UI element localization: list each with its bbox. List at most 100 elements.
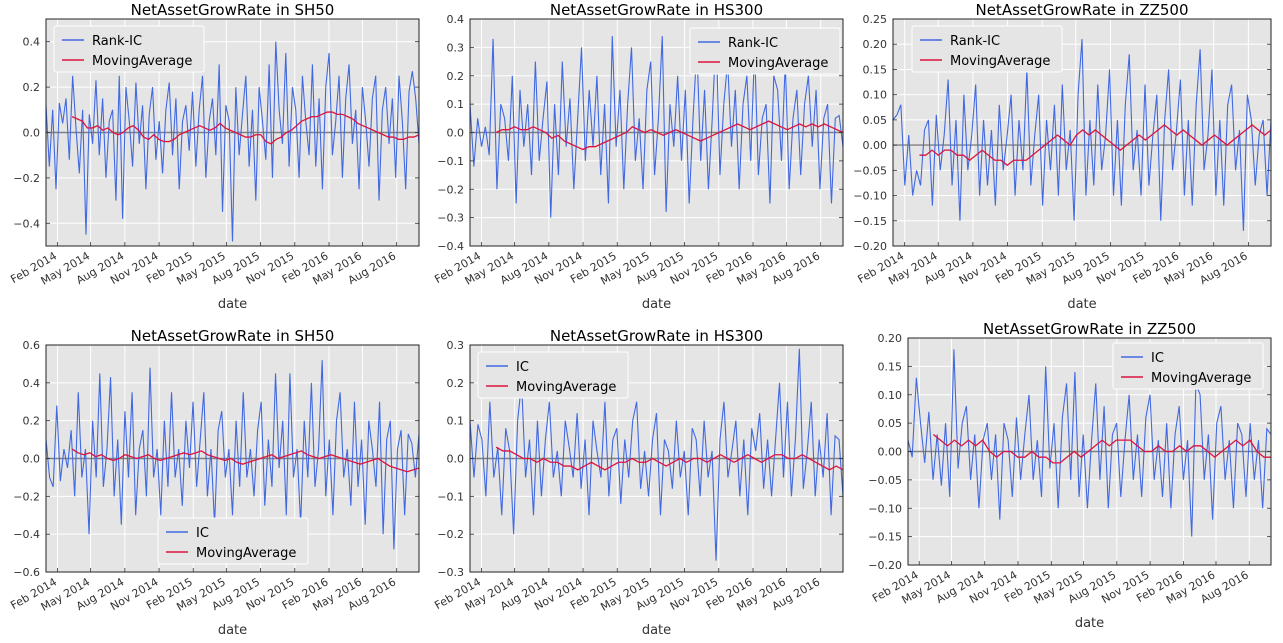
series-line-rank-ic	[469, 33, 844, 218]
y-tick-label: 0.4	[23, 377, 41, 390]
y-tick-label: 0.20	[878, 332, 903, 345]
y-tick-label: −0.3	[437, 212, 464, 225]
chart-title: NetAssetGrowRate in ZZ500	[983, 320, 1196, 338]
legend-label: MovingAverage	[950, 54, 1050, 69]
chart-title: NetAssetGrowRate in SH50	[131, 1, 335, 19]
y-tick-label: −0.2	[437, 183, 464, 196]
y-tick-label: 0.10	[863, 89, 888, 102]
legend: Rank-IC MovingAverage	[911, 25, 1063, 73]
y-tick-label: 0.00	[863, 139, 888, 152]
legend-label: Rank-IC	[92, 34, 142, 49]
y-tick-label: 0.1	[447, 98, 465, 111]
x-axis-label: date	[218, 297, 247, 312]
legend: IC MovingAverage	[477, 351, 629, 399]
legend-label: Rank-IC	[950, 34, 1000, 49]
legend-label: MovingAverage	[92, 54, 192, 69]
y-tick-label: 0.6	[23, 339, 41, 352]
chart-title: NetAssetGrowRate in HS300	[550, 327, 763, 345]
series-line-moving-average	[933, 433, 1271, 464]
y-tick-label: −0.20	[868, 559, 902, 572]
y-tick-label: −0.2	[13, 490, 40, 503]
y-tick-label: 0.4	[23, 36, 41, 49]
y-tick-label: 0.4	[447, 13, 465, 26]
series-line-moving-average	[71, 448, 420, 473]
subplot-3: −0.20 −0.15 −0.10 −0.05 0.00 0.05 0.10 0.15 0.20…	[853, 1, 1272, 312]
y-tick-label: −0.2	[13, 172, 40, 185]
y-tick-label: −0.05	[868, 474, 902, 487]
chart-title: NetAssetGrowRate in SH50	[131, 327, 335, 345]
legend-label: MovingAverage	[196, 546, 296, 561]
x-axis-label: date	[642, 623, 671, 638]
legend-box	[477, 351, 629, 399]
legend-label: IC	[196, 526, 209, 541]
legend-label: IC	[516, 360, 529, 375]
y-tick-label: 0.0	[23, 453, 41, 466]
legend-label: MovingAverage	[1151, 371, 1251, 386]
y-tick-label: −0.15	[868, 531, 902, 544]
series-line-rank-ic	[892, 39, 1272, 231]
legend: IC MovingAverage	[157, 517, 309, 565]
y-tick-label: 0.15	[878, 360, 903, 373]
subplot-6: −0.20 −0.15 −0.10 −0.05 0.00 0.05 0.10 0.15 0.20…	[868, 320, 1272, 631]
y-tick-label: 0.05	[863, 114, 888, 127]
axes-frame	[45, 18, 420, 247]
y-tick-label: 0.0	[23, 127, 41, 140]
y-tick-label: 0.2	[447, 377, 465, 390]
axes-frame	[892, 18, 1272, 247]
x-axis-label: date	[218, 623, 247, 638]
y-tick-label: −0.4	[13, 217, 40, 230]
y-tick-label: 0.3	[447, 41, 465, 54]
series-line-ic	[907, 349, 1272, 537]
legend-box	[911, 25, 1063, 73]
y-tick-label: 0.2	[23, 81, 41, 94]
series-line-rank-ic	[45, 41, 420, 242]
series-line-ic	[45, 360, 420, 550]
series-line-ic	[469, 348, 844, 561]
axes-frame	[45, 344, 420, 573]
y-tick-label: −0.20	[853, 240, 887, 253]
legend-box	[157, 517, 309, 565]
axes-frame	[907, 337, 1272, 566]
x-axis-label: date	[1067, 297, 1096, 312]
y-tick-label: −0.1	[437, 490, 464, 503]
legend: Rank-IC MovingAverage	[689, 27, 841, 75]
axes-frame	[469, 18, 844, 247]
x-axis-label: date	[642, 297, 671, 312]
y-tick-label: 0.20	[863, 38, 888, 51]
y-tick-label: 0.0	[447, 127, 465, 140]
y-tick-label: 0.2	[23, 415, 41, 428]
legend-label: Rank-IC	[728, 36, 778, 51]
series-line-moving-average	[919, 124, 1272, 167]
legend-box	[53, 25, 205, 73]
y-tick-label: −0.05	[853, 164, 887, 177]
legend-label: IC	[1151, 351, 1164, 366]
y-tick-label: 0.2	[447, 70, 465, 83]
legend-label: MovingAverage	[516, 380, 616, 395]
y-tick-label: 0.10	[878, 389, 903, 402]
series-line-moving-average	[495, 446, 844, 471]
y-tick-label: 0.1	[447, 415, 465, 428]
x-axis-label: date	[1075, 616, 1104, 631]
y-tick-label: −0.15	[853, 215, 887, 228]
legend-box	[689, 27, 841, 75]
series-line-moving-average	[495, 120, 844, 151]
axes-frame	[469, 344, 844, 573]
y-tick-label: 0.3	[447, 339, 465, 352]
series-line-moving-average	[71, 111, 420, 145]
y-tick-label: 0.25	[863, 13, 888, 26]
legend: Rank-IC MovingAverage	[53, 25, 205, 73]
y-tick-label: 0.00	[878, 446, 903, 459]
chart-title: NetAssetGrowRate in HS300	[550, 1, 763, 19]
y-tick-label: −0.4	[437, 240, 464, 253]
y-tick-label: −0.2	[437, 528, 464, 541]
y-tick-label: −0.4	[13, 528, 40, 541]
y-tick-label: −0.6	[13, 566, 40, 579]
legend-box	[1112, 342, 1264, 390]
legend-label: MovingAverage	[728, 56, 828, 71]
y-tick-label: −0.1	[437, 155, 464, 168]
